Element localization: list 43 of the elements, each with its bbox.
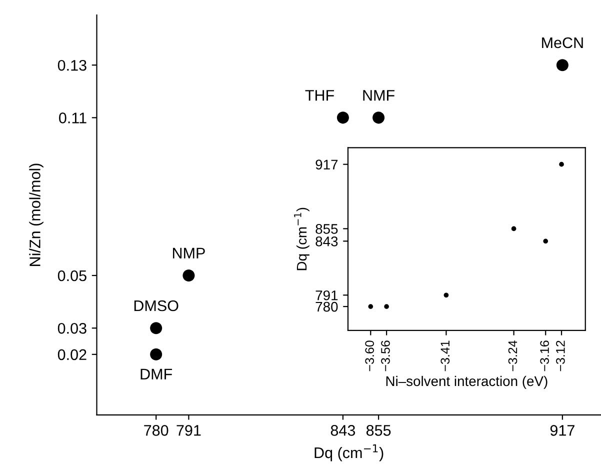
annotation: DMSO: [134, 300, 178, 312]
y-tick-label: 843: [316, 236, 338, 246]
y-tick-label: 917: [316, 160, 338, 170]
x-axis-title: Dq (cm$^{−1}$): [314, 444, 384, 462]
annotation: NMF: [363, 90, 394, 101]
x-tick-label: −3.56: [381, 340, 390, 372]
point: [556, 59, 568, 72]
y-tick-label: 780: [316, 302, 338, 312]
x-tick-label: 855: [366, 425, 391, 436]
annotation: DMF: [140, 368, 172, 380]
point: [384, 304, 389, 309]
point: [150, 348, 162, 360]
y-tick-label: 0.05: [58, 270, 86, 282]
y-tick-label: 0.02: [58, 349, 86, 360]
y-tick-label: 0.13: [58, 60, 86, 71]
point: [336, 112, 349, 124]
y-tick-label: 855: [316, 224, 338, 234]
point: [368, 304, 374, 309]
x-tick-label: −3.60: [365, 340, 374, 372]
point: [543, 238, 548, 244]
annotation: THF: [305, 90, 334, 101]
y-tick-label: 0.03: [58, 322, 86, 334]
x-tick-label: −3.41: [440, 340, 450, 372]
x-tick-label: −3.24: [508, 340, 518, 372]
point: [444, 292, 449, 298]
x-tick-label: 791: [176, 425, 201, 436]
x-tick-label: 843: [330, 425, 356, 436]
annotation: NMP: [172, 248, 205, 258]
annotation: MeCN: [542, 37, 583, 48]
x-axis-title: Ni–solvent interaction (eV): [386, 376, 548, 389]
x-tick-label: −3.12: [556, 340, 565, 372]
point: [182, 269, 195, 282]
x-tick-label: 780: [144, 425, 168, 436]
y-axis-title: Ni/Zn (mol/mol): [29, 164, 44, 266]
x-tick-label: −3.16: [540, 340, 549, 372]
point: [511, 226, 516, 232]
x-tick-label: 917: [550, 425, 574, 436]
point: [559, 162, 564, 167]
y-axis-title: Dq (cm$^{−1}$): [294, 208, 310, 270]
y-tick-label: 791: [316, 290, 338, 300]
point: [150, 322, 162, 334]
point: [372, 112, 385, 124]
y-tick-label: 0.11: [59, 112, 86, 124]
